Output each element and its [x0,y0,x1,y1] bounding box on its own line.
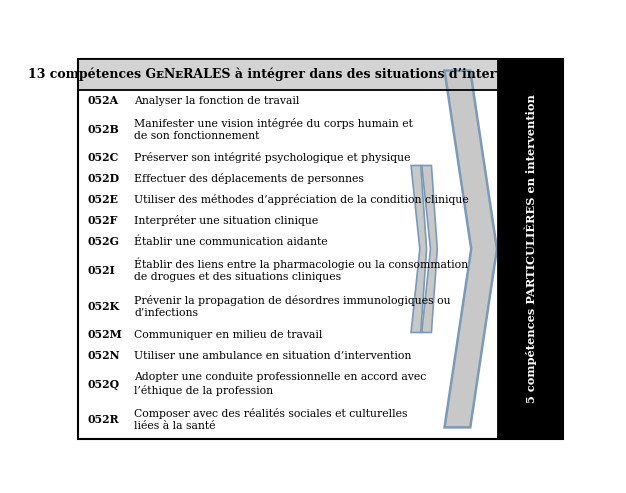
Text: Utiliser une ambulance en situation d’intervention: Utiliser une ambulance en situation d’in… [134,351,411,360]
Text: Établir des liens entre la pharmacologie ou la consommation
de drogues et des si: Établir des liens entre la pharmacologie… [134,258,468,282]
Text: 052N: 052N [88,350,121,361]
Text: Utiliser des méthodes d’appréciation de la condition clinique: Utiliser des méthodes d’appréciation de … [134,194,469,205]
Text: Interpréter une situation clinique: Interpréter une situation clinique [134,215,318,226]
Polygon shape [411,166,426,332]
Text: 052D: 052D [88,173,120,184]
Text: Préserver son intégrité psychologique et physique: Préserver son intégrité psychologique et… [134,152,411,163]
Text: 052A: 052A [88,95,119,106]
Text: 052M: 052M [88,329,123,340]
Text: 052K: 052K [88,301,120,312]
Text: Effectuer des déplacements de personnes: Effectuer des déplacements de personnes [134,173,364,184]
Bar [78,59,498,90]
Text: Prévenir la propagation de désordres immunologiques ou
d’infections: Prévenir la propagation de désordres imm… [134,295,451,317]
Text: 052C: 052C [88,152,120,163]
Text: 052R: 052R [88,415,120,425]
Text: 5 compétences PARTICULIÈRES en intervention: 5 compétences PARTICULIÈRES en intervent… [525,95,537,403]
Text: 052I: 052I [88,265,116,276]
Polygon shape [444,70,497,427]
Text: Composer avec des réalités sociales et culturelles
liées à la santé: Composer avec des réalités sociales et c… [134,409,408,431]
Text: 052Q: 052Q [88,379,120,389]
Text: Manifester une vision intégrée du corps humain et
de son fonctionnement: Manifester une vision intégrée du corps … [134,118,413,141]
Text: Communiquer en milieu de travail: Communiquer en milieu de travail [134,330,322,340]
Bar [498,59,563,439]
Text: Analyser la fonction de travail: Analyser la fonction de travail [134,96,299,106]
Text: 052G: 052G [88,236,120,247]
Text: Adopter une conduite professionnelle en accord avec
l’éthique de la profession: Adopter une conduite professionnelle en … [134,372,426,396]
Polygon shape [422,166,437,332]
Text: Établir une communication aidante: Établir une communication aidante [134,237,327,247]
Text: 13 compétences GᴇNᴇRALES à intégrer dans des situations d’intervention: 13 compétences GᴇNᴇRALES à intégrer dans… [28,68,548,81]
Text: 052E: 052E [88,194,119,205]
Text: 052B: 052B [88,124,120,135]
Text: 052F: 052F [88,215,118,226]
